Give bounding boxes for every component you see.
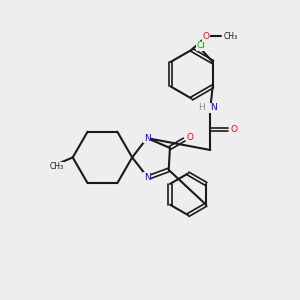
- Text: CH₃: CH₃: [50, 162, 64, 171]
- Text: Cl: Cl: [196, 41, 205, 50]
- Text: H: H: [198, 103, 205, 112]
- Text: N: N: [144, 173, 151, 182]
- Text: O: O: [203, 32, 210, 41]
- Text: O: O: [230, 125, 237, 134]
- Text: CH₃: CH₃: [223, 32, 237, 41]
- Text: N: N: [210, 103, 217, 112]
- Text: N: N: [144, 134, 150, 142]
- Text: O: O: [187, 133, 194, 142]
